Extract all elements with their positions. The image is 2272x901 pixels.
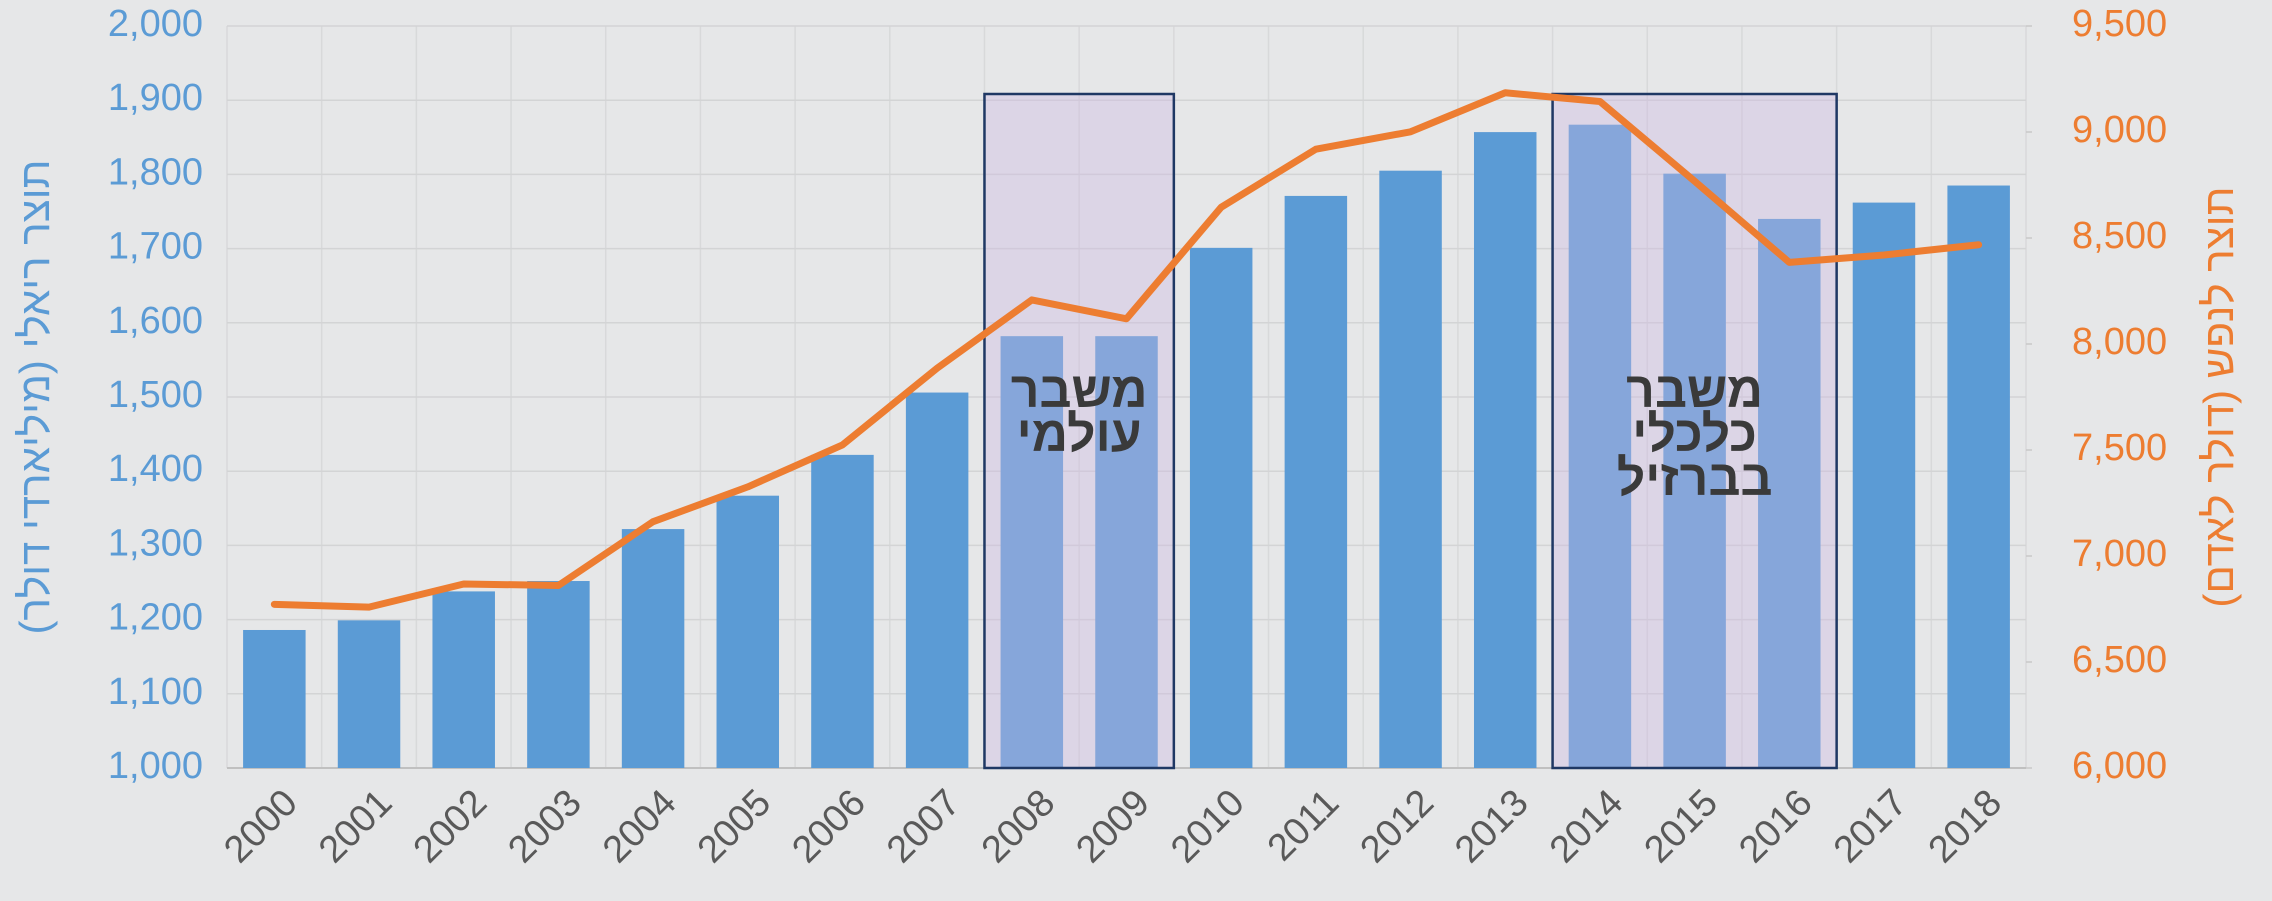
bar — [337, 620, 401, 768]
y2-tick-label: 9,000 — [2072, 109, 2167, 151]
bar — [1663, 173, 1726, 768]
highlight-box — [1551, 92, 1838, 770]
y-tick-label: 1,500 — [108, 374, 203, 416]
bar — [1568, 124, 1632, 769]
y-tick-label: 1,300 — [108, 522, 203, 564]
y-tick-label: 1,400 — [108, 448, 203, 490]
bar — [1095, 336, 1158, 768]
y2-tick-label: 7,000 — [2072, 533, 2167, 575]
y-tick-label: 1,900 — [108, 77, 203, 119]
annotation: משבר — [1011, 362, 1148, 418]
bar — [1947, 185, 2010, 768]
bar — [1284, 195, 1348, 769]
y2-axis-label: תוצר לנפש (דולר לאדם) — [2195, 186, 2242, 607]
y-tick-label: 1,700 — [108, 226, 203, 268]
y-tick-label: 1,600 — [108, 300, 203, 342]
y2-tick-label: 8,500 — [2072, 215, 2167, 257]
bar — [905, 392, 969, 768]
y-tick-label: 1,000 — [108, 745, 203, 787]
y2-tick-label: 9,500 — [2072, 3, 2167, 45]
bar — [1473, 132, 1537, 768]
bar — [1189, 247, 1253, 768]
bar — [621, 529, 685, 768]
y-tick-label: 1,200 — [108, 597, 203, 639]
bar — [243, 629, 306, 768]
y-tick-label: 1,800 — [108, 151, 203, 193]
y2-tick-label: 7,500 — [2072, 427, 2167, 469]
bar — [1000, 336, 1064, 768]
y-tick-label: 1,100 — [108, 671, 203, 713]
y2-tick-label: 6,000 — [2072, 745, 2167, 787]
bar — [1852, 202, 1916, 768]
highlight-box — [983, 92, 1176, 770]
bar — [1758, 218, 1821, 769]
y-axis-label: תוצר ריאלי (מיליארדי דולר) — [11, 159, 58, 634]
annotation: משבר — [1626, 362, 1763, 418]
y2-tick-label: 6,500 — [2072, 639, 2167, 681]
bar — [1379, 170, 1442, 768]
annotation: עולמי — [1017, 406, 1142, 462]
bar — [811, 454, 874, 768]
y2-tick-label: 8,000 — [2072, 321, 2167, 363]
annotation: כלכלי — [1632, 406, 1757, 462]
y-tick-label: 2,000 — [108, 3, 203, 45]
bar — [527, 581, 590, 768]
bar — [432, 591, 495, 768]
annotation: בברזיל — [1617, 450, 1773, 506]
line — [270, 89, 1983, 611]
bar — [716, 495, 780, 768]
